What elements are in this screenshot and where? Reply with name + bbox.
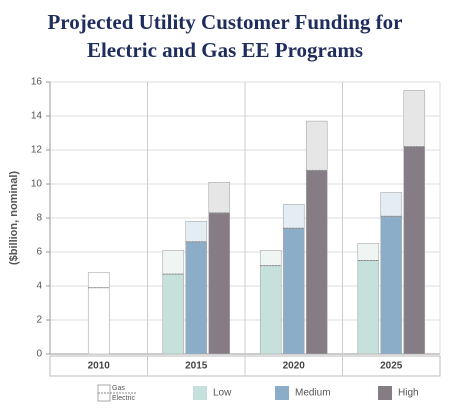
x-tick-label: 2015 (185, 361, 208, 372)
y-tick-label: 14 (31, 111, 43, 122)
legend-label: Low (213, 388, 232, 399)
electric-bar (282, 227, 305, 355)
electric-bar (87, 287, 110, 355)
y-tick-label: 6 (36, 247, 42, 258)
y-tick-label: 0 (36, 349, 42, 360)
gas-bar (282, 204, 305, 229)
gas-bar (305, 120, 328, 171)
gas-bar (208, 182, 231, 214)
gas-bar (403, 90, 426, 147)
y-tick-label: 16 (31, 77, 43, 88)
y-tick-label: 4 (36, 281, 42, 292)
electric-bar (305, 170, 328, 355)
x-tick-label: 2010 (88, 361, 111, 372)
x-tick-label: 2025 (380, 361, 403, 372)
x-tick-label: 2020 (283, 361, 306, 372)
gas-bar (380, 192, 403, 217)
gas-bar (357, 243, 380, 261)
y-tick-label: 12 (31, 145, 43, 156)
gas-bar (185, 221, 208, 243)
legend-swatch (193, 386, 207, 400)
electric-bar (162, 273, 185, 355)
chart-title: Projected Utility Customer Funding for (47, 10, 402, 34)
y-tick-label: 2 (36, 315, 42, 326)
y-tick-label: 8 (36, 213, 42, 224)
electric-bar (185, 241, 208, 355)
y-tick-label: 10 (31, 179, 43, 190)
gas-bar (162, 250, 185, 275)
legend-label: Electric (112, 395, 135, 402)
legend-swatch (275, 386, 289, 400)
electric-bar (357, 260, 380, 355)
legend-label: High (398, 388, 419, 399)
y-axis-label: ($billion, nominal) (8, 171, 20, 265)
electric-bar (208, 212, 231, 355)
legend-label: Gas (112, 385, 125, 392)
chart-title: Electric and Gas EE Programs (87, 38, 363, 62)
legend-label: Medium (295, 388, 331, 399)
gas-bar (87, 272, 110, 288)
gas-bar (259, 250, 282, 266)
electric-bar (259, 265, 282, 355)
electric-bar (380, 216, 403, 355)
electric-bar (403, 146, 426, 355)
legend-swatch (378, 386, 392, 400)
